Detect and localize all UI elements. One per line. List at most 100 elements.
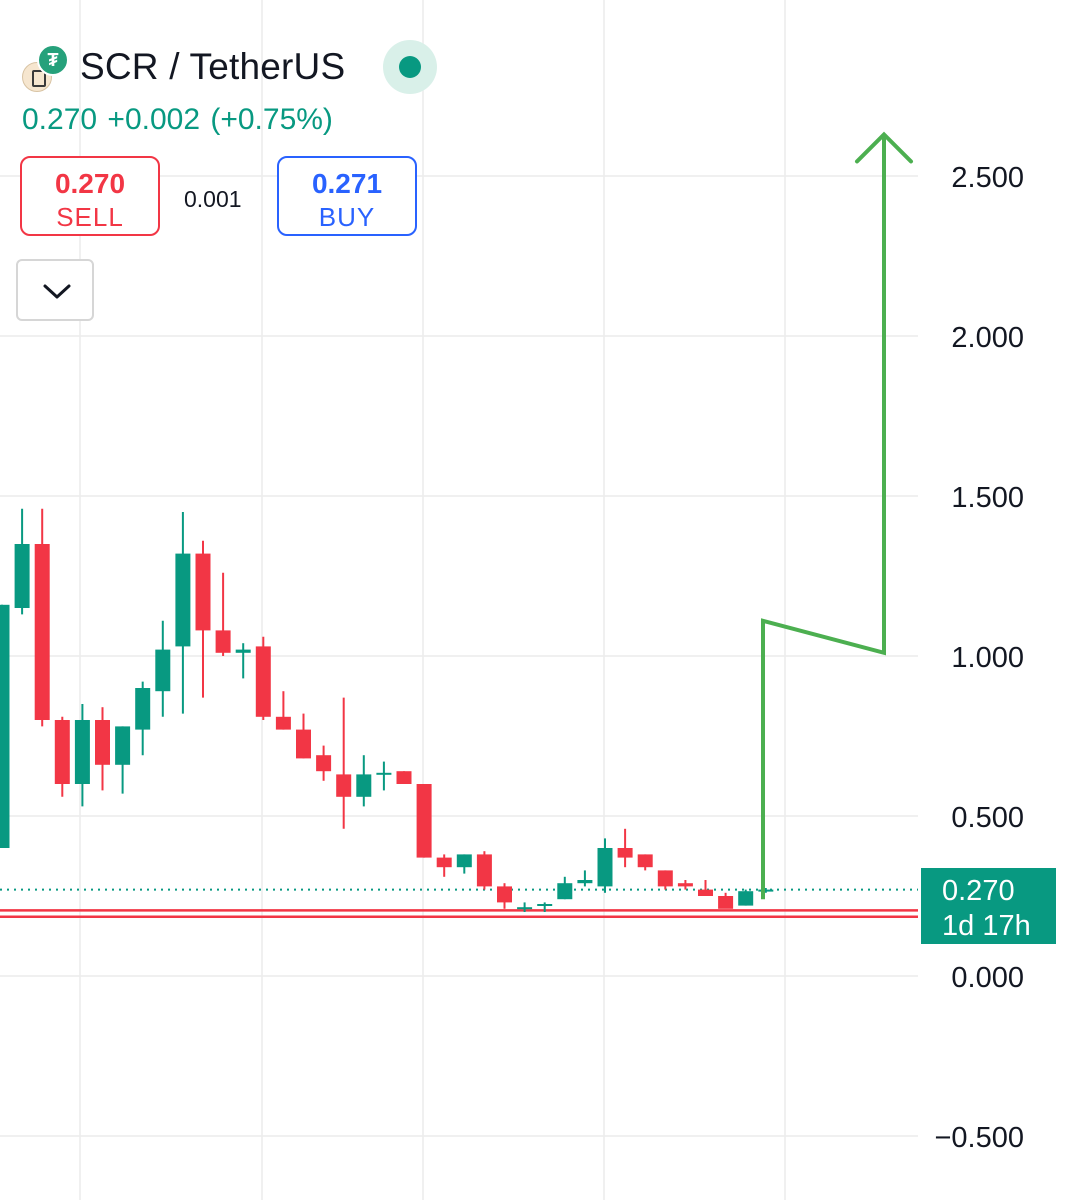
candle — [235, 643, 251, 679]
candle-body — [235, 649, 251, 653]
candle — [95, 707, 110, 791]
candle-body — [597, 848, 613, 887]
candle-body — [376, 772, 392, 775]
projection-arrow — [761, 131, 913, 900]
tether-logo-mark: ₮ — [37, 44, 69, 76]
candle-body — [0, 604, 10, 848]
change-abs: +0.002 — [107, 103, 201, 136]
candle-body — [175, 553, 191, 647]
candle — [296, 713, 311, 759]
symbol-title[interactable]: SCR / TetherUS — [80, 46, 346, 87]
candle-body — [356, 774, 372, 797]
candle — [14, 508, 30, 615]
sell-button[interactable]: 0.270 SELL — [20, 156, 160, 236]
candle — [698, 880, 713, 896]
candle-body — [195, 553, 211, 631]
candle — [456, 854, 472, 874]
price-tag-value: 0.270 — [942, 875, 1015, 907]
buy-label: BUY — [318, 202, 376, 232]
candle-body — [115, 726, 131, 765]
candle — [577, 870, 593, 887]
candle — [175, 512, 191, 714]
y-axis-tick-label: 1.500 — [951, 482, 1024, 514]
candle — [476, 851, 492, 890]
support-lines — [0, 888, 918, 919]
candle — [356, 755, 372, 807]
candle-body — [456, 854, 472, 868]
price-tag-countdown: 1d 17h — [942, 910, 1031, 942]
candle-body — [758, 889, 774, 892]
candle-body — [617, 848, 633, 858]
candle-body — [677, 883, 693, 887]
price-axis: 2.500 2.000 1.500 1.000 0.500 0.000 −0.500 — [934, 162, 1024, 1154]
scroll-logo-icon — [22, 62, 52, 92]
candle-body — [557, 883, 573, 900]
candle — [396, 771, 412, 784]
candle — [275, 691, 291, 730]
candle — [255, 636, 271, 720]
candle-body — [54, 720, 70, 784]
candle-body — [316, 755, 332, 772]
candle — [195, 540, 211, 698]
candle-body — [135, 688, 151, 730]
candle-body — [476, 854, 492, 887]
candlestick-series — [0, 508, 774, 912]
candle — [34, 508, 50, 727]
y-axis-tick-label: −0.500 — [934, 1122, 1024, 1154]
status-dot — [399, 56, 422, 78]
candle-body — [637, 854, 653, 868]
quote-line: 0.270 +0.002 (+0.75%) — [22, 103, 333, 137]
candle-body — [34, 544, 50, 720]
tether-logo-icon: ₮ — [20, 42, 76, 92]
expand-dropdown-button[interactable] — [16, 259, 94, 321]
candle-body — [396, 771, 412, 784]
candle — [738, 889, 754, 906]
candle — [557, 876, 573, 900]
candle — [537, 902, 553, 912]
candle — [497, 883, 512, 909]
candle-body — [95, 720, 110, 765]
price-tag-background — [921, 868, 1056, 944]
candle-body — [436, 857, 452, 868]
candle-body — [517, 907, 533, 910]
projection-arrow-line — [761, 134, 886, 900]
candle-body — [296, 729, 311, 759]
candle-body — [255, 646, 271, 717]
candle — [316, 745, 332, 781]
candle — [115, 726, 131, 794]
candle — [0, 604, 10, 848]
candle — [336, 697, 352, 829]
last-price: 0.270 — [22, 103, 98, 136]
y-axis-tick-label: 0.000 — [951, 962, 1024, 994]
candle — [155, 620, 171, 717]
candle-body — [657, 870, 673, 887]
candle-body — [336, 774, 352, 797]
title-row: ₮ SCR / TetherUS — [20, 40, 438, 94]
sell-price: 0.270 — [54, 168, 126, 199]
market-open-dot-icon[interactable] — [383, 40, 438, 94]
candle — [657, 870, 673, 890]
candle-body — [74, 720, 90, 784]
candle-body — [577, 880, 593, 884]
y-axis-tick-label: 2.000 — [951, 322, 1024, 354]
candle — [517, 902, 533, 912]
candle — [54, 716, 70, 797]
change-pct: (+0.75%) — [210, 103, 333, 136]
y-axis-tick-label: 0.500 — [951, 802, 1024, 834]
candle-body — [14, 544, 30, 608]
candle-body — [215, 630, 231, 653]
candle-body — [698, 889, 713, 896]
candle — [135, 681, 151, 756]
candle — [416, 784, 432, 858]
candle-body — [497, 886, 512, 903]
candle-body — [718, 896, 734, 909]
candle-body — [537, 904, 553, 906]
y-axis-tick-label: 1.000 — [951, 642, 1024, 674]
candle — [376, 761, 392, 791]
candle — [436, 854, 452, 877]
candle — [637, 854, 653, 871]
buy-button[interactable]: 0.271 BUY — [277, 156, 417, 236]
candle — [758, 888, 774, 893]
candle — [677, 880, 693, 890]
